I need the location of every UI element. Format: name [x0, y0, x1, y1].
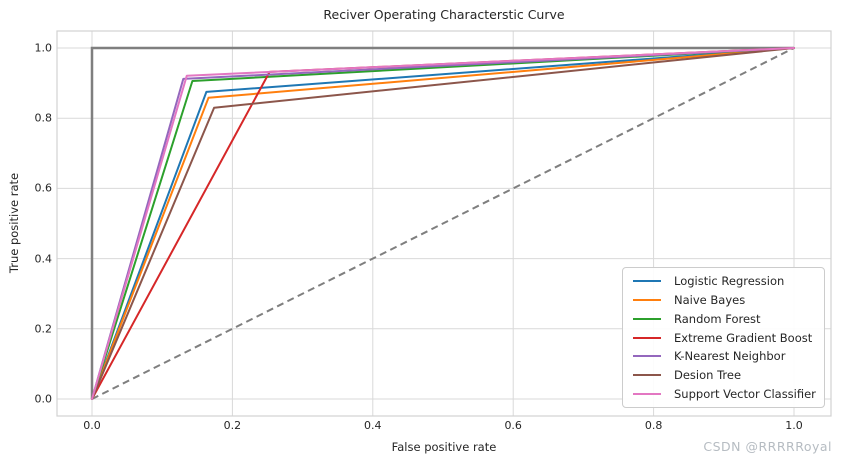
y-tick-label: 0.6 [34, 181, 53, 195]
legend-item: K-Nearest Neighbor [623, 347, 824, 365]
x-tick-label: 0.6 [504, 419, 522, 432]
legend-line-swatch [633, 336, 661, 339]
legend-label: Logistic Regression [674, 273, 785, 288]
legend-item: Random Forest [623, 310, 824, 328]
legend-item: Extreme Gradient Boost [623, 329, 824, 347]
x-tick-label: 0.0 [83, 419, 101, 432]
legend-label: Desion Tree [674, 368, 742, 383]
legend-line-swatch [633, 393, 661, 396]
x-axis-label: False positive rate [391, 440, 497, 454]
x-tick-label: 1.0 [785, 419, 803, 432]
chart-title: Reciver Operating Characterstic Curve [323, 7, 565, 22]
legend-line-swatch [633, 279, 661, 282]
y-tick-label: 0.8 [34, 111, 53, 125]
y-tick-label: 0.0 [34, 392, 53, 406]
axes-spines [56, 30, 832, 417]
y-tick-label: 0.2 [34, 322, 53, 336]
y-tick-label: 1.0 [34, 41, 53, 55]
legend-line-swatch [633, 298, 661, 301]
legend-item: Support Vector Classifier [623, 385, 824, 403]
legend-line-swatch [633, 355, 661, 358]
y-tick-label: 0.4 [34, 252, 53, 266]
roc-curve-desion-tree [91, 47, 795, 400]
legend-label: Extreme Gradient Boost [674, 330, 813, 345]
watermark: CSDN @RRRRRoyal [703, 439, 832, 454]
legend-label: Naive Bayes [674, 292, 746, 307]
legend-label: Support Vector Classifier [674, 387, 816, 402]
legend: Logistic Regression Naive Bayes Random For… [622, 267, 825, 408]
y-axis-label: True positive rate [7, 172, 21, 274]
roc-curve-support-vector-classifier [91, 47, 795, 400]
roc-curve-naive-bayes [91, 47, 795, 400]
x-tick-label: 0.8 [644, 419, 663, 432]
roc-curve-logistic-regression [91, 47, 795, 400]
legend-item: Naive Bayes [623, 291, 824, 309]
x-tick-label: 0.2 [223, 419, 242, 432]
x-tick-label: 0.4 [364, 419, 382, 432]
legend-label: Random Forest [674, 311, 761, 326]
legend-item: Desion Tree [623, 366, 824, 384]
legend-item: Logistic Regression [623, 272, 824, 290]
reference-line-chance-diagonal [91, 47, 795, 400]
reference-line-perfect-classifier [90, 46, 794, 399]
legend-line-swatch [633, 317, 661, 320]
legend-line-swatch [633, 374, 661, 377]
legend-label: K-Nearest Neighbor [674, 349, 786, 364]
